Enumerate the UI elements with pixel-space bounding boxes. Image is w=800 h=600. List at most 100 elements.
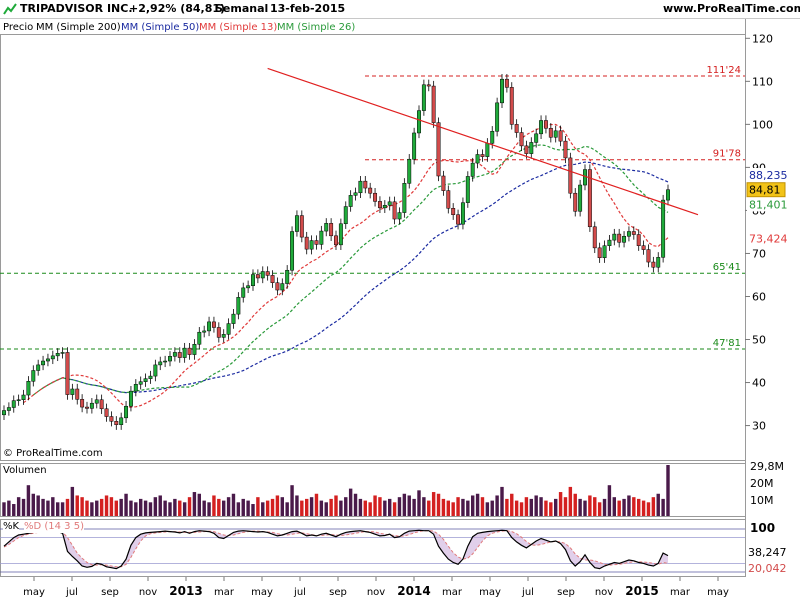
time-axis-label: sep — [329, 587, 347, 598]
volume-bar — [524, 497, 529, 516]
candle-up — [89, 402, 94, 409]
volume-bar — [26, 485, 31, 516]
volume-bar — [163, 500, 167, 516]
legend-mm26[interactable]: MM (Simple 26) — [277, 22, 356, 33]
volume-bar — [124, 493, 128, 516]
volume-bar — [212, 495, 216, 516]
candle-up — [197, 331, 202, 345]
candle-down — [426, 84, 431, 87]
legend-mm50[interactable]: MM (Simple 50) — [121, 22, 200, 33]
volume-axis-label: 20M — [750, 477, 774, 490]
volume-bar — [51, 497, 55, 516]
volume-bar — [148, 502, 153, 516]
volume-bar — [314, 493, 319, 516]
candle-up — [163, 360, 168, 363]
time-axis-label: jul — [521, 587, 534, 598]
candle-up — [2, 410, 6, 416]
candle-down — [646, 249, 651, 263]
candle-up — [60, 352, 65, 354]
volume-bar — [510, 493, 514, 516]
volume-bar — [246, 500, 250, 516]
time-axis-label: mar — [214, 587, 235, 598]
candle-up — [231, 313, 236, 324]
volume-bar — [441, 498, 446, 516]
volume-bar — [602, 498, 607, 516]
volume-bar — [632, 497, 636, 516]
candle-up — [36, 364, 41, 371]
legend-mm13[interactable]: MM (Simple 13) — [199, 22, 278, 33]
candle-up — [124, 405, 129, 419]
mm26-line — [32, 144, 669, 396]
candle-up — [324, 223, 329, 232]
candle-up — [417, 110, 421, 134]
stoch-k-label: %K — [3, 521, 20, 533]
candle-up — [578, 184, 583, 212]
candle-up — [294, 215, 299, 232]
candle-down — [255, 274, 260, 279]
volume-bar — [173, 498, 177, 516]
volume-bar — [178, 500, 182, 516]
volume-bar — [622, 498, 626, 516]
copyright-text: © ProRealTime.com — [3, 448, 103, 460]
volume-bar — [427, 500, 431, 516]
volume-bar — [134, 502, 138, 516]
candle-down — [431, 85, 436, 123]
volume-bar — [402, 493, 407, 516]
price-axis-label: 120 — [752, 32, 773, 45]
volume-bar — [285, 502, 289, 516]
volume-bar — [563, 497, 568, 516]
volume-bar — [7, 500, 11, 516]
stoch-d-label: %D (14 3 5) — [24, 521, 84, 533]
candle-up — [55, 353, 60, 357]
volume-bar — [36, 495, 40, 516]
volume-bar — [46, 500, 50, 516]
volume-bar — [505, 498, 509, 516]
volume-bar — [55, 502, 60, 516]
volume-bar — [387, 498, 392, 516]
candle-down — [75, 388, 80, 400]
volume-bar — [295, 495, 299, 516]
volume-bar — [109, 497, 114, 516]
legend-mm200[interactable]: MM (Simple 200) — [36, 22, 121, 33]
candle-down — [99, 399, 104, 410]
candle-down — [641, 245, 646, 250]
candle-up — [534, 133, 539, 143]
stoch-k-line — [3, 529, 669, 570]
legend-price[interactable]: Precio — [3, 22, 34, 33]
volume-bar — [226, 497, 231, 516]
candle-up — [661, 199, 666, 258]
volume-bar — [265, 500, 270, 516]
candle-up — [158, 361, 163, 366]
volume-bar — [392, 502, 397, 516]
volume-bar — [373, 495, 377, 516]
candle-up — [460, 202, 465, 225]
volume-bar — [397, 497, 402, 516]
candle-down — [568, 157, 573, 194]
candle-up — [26, 381, 31, 396]
mm50-value-tag: 88,235 — [749, 169, 788, 182]
volume-bar — [217, 498, 221, 516]
site-url[interactable]: www.ProRealTime.com — [663, 2, 800, 15]
candle-up — [490, 130, 495, 144]
candle-up — [31, 370, 36, 382]
candle-up — [319, 230, 324, 245]
candle-down — [114, 421, 119, 425]
volume-bar — [485, 502, 490, 516]
price-change: +2,92% (84,81) — [129, 2, 226, 15]
time-axis-label: mar — [670, 587, 691, 598]
volume-bar — [417, 490, 421, 516]
candle-down — [651, 261, 656, 268]
volume-bar — [568, 486, 573, 516]
volume-bar — [549, 502, 553, 516]
candle-up — [168, 356, 172, 362]
volume-bar — [290, 485, 294, 516]
volume-bar — [60, 502, 65, 516]
volume-bar — [304, 498, 309, 516]
candle-down — [631, 231, 636, 235]
candle-down — [446, 190, 451, 209]
volume-bar — [534, 495, 538, 516]
chart-period: Semanal — [215, 2, 269, 15]
volume-bar — [495, 495, 499, 516]
candle-up — [529, 142, 534, 154]
